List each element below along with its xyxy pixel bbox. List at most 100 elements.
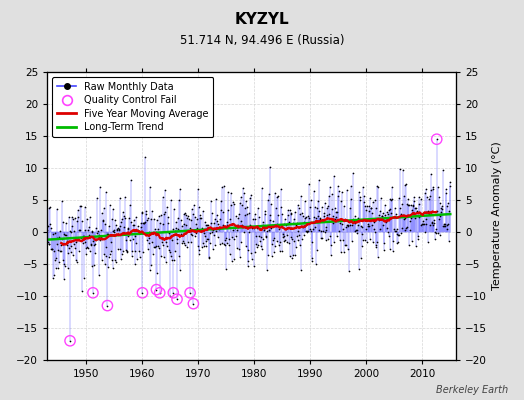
Point [195, 250, 203, 257]
Point [232, 233, 240, 240]
Point [322, 227, 331, 234]
Point [445, 207, 453, 214]
Point [90, 262, 98, 268]
Point [438, 206, 446, 212]
Point [243, 204, 252, 210]
Point [119, 212, 128, 219]
Point [287, 234, 295, 240]
Point [199, 240, 207, 246]
Point [357, 223, 366, 230]
Point [438, 202, 446, 209]
Point [124, 224, 132, 231]
Point [418, 221, 427, 228]
Point [258, 222, 267, 228]
Point [234, 214, 243, 221]
Point [44, 223, 52, 230]
Point [86, 240, 95, 247]
Point [294, 228, 302, 234]
Point [57, 248, 66, 254]
Point [145, 228, 154, 235]
Point [345, 267, 353, 274]
Point [264, 251, 272, 258]
Point [392, 228, 400, 234]
Point [198, 244, 206, 250]
Point [62, 220, 70, 227]
Point [147, 262, 156, 268]
Point [316, 228, 325, 234]
Point [152, 286, 161, 293]
Point [338, 221, 346, 227]
Point [427, 187, 435, 193]
Point [239, 190, 248, 197]
Point [71, 244, 79, 251]
Point [377, 195, 385, 202]
Point [351, 213, 359, 220]
Point [57, 242, 65, 248]
Point [71, 215, 79, 221]
Point [445, 183, 454, 190]
Point [127, 219, 135, 225]
Point [280, 238, 288, 244]
Point [196, 214, 205, 221]
Point [254, 242, 263, 248]
Point [55, 259, 63, 266]
Point [430, 217, 439, 223]
Point [199, 208, 208, 214]
Point [385, 207, 394, 214]
Point [78, 218, 86, 224]
Point [169, 226, 177, 232]
Point [196, 214, 204, 221]
Point [85, 214, 94, 221]
Point [401, 182, 410, 188]
Point [395, 195, 403, 201]
Point [357, 223, 365, 229]
Point [53, 234, 62, 241]
Point [75, 248, 84, 254]
Point [194, 246, 203, 253]
Point [325, 184, 334, 190]
Point [174, 197, 183, 203]
Point [364, 220, 372, 227]
Point [380, 240, 389, 246]
Point [277, 204, 285, 210]
Point [426, 222, 434, 228]
Point [88, 228, 96, 235]
Text: KYZYL: KYZYL [235, 12, 289, 27]
Point [400, 193, 408, 199]
Point [219, 222, 227, 228]
Point [313, 247, 321, 254]
Point [235, 246, 243, 252]
Point [410, 194, 418, 200]
Point [193, 215, 201, 222]
Point [91, 240, 99, 247]
Point [299, 232, 308, 238]
Point [421, 229, 429, 235]
Point [67, 243, 75, 249]
Point [374, 184, 383, 191]
Point [172, 224, 180, 231]
Point [262, 234, 270, 240]
Point [291, 252, 299, 258]
Point [374, 254, 382, 260]
Point [201, 238, 210, 244]
Point [62, 232, 71, 238]
Point [274, 212, 282, 218]
Point [127, 177, 135, 183]
Point [277, 185, 286, 192]
Point [422, 220, 430, 227]
Point [392, 226, 401, 232]
Point [49, 231, 57, 238]
Point [117, 256, 125, 262]
Point [51, 230, 59, 236]
Point [107, 216, 116, 222]
Point [239, 184, 247, 191]
Point [418, 211, 426, 217]
Point [340, 248, 348, 255]
Point [227, 202, 235, 208]
Point [286, 207, 294, 213]
Point [252, 233, 260, 240]
Point [73, 207, 82, 214]
Point [100, 205, 108, 211]
Point [151, 225, 159, 232]
Point [355, 189, 363, 195]
